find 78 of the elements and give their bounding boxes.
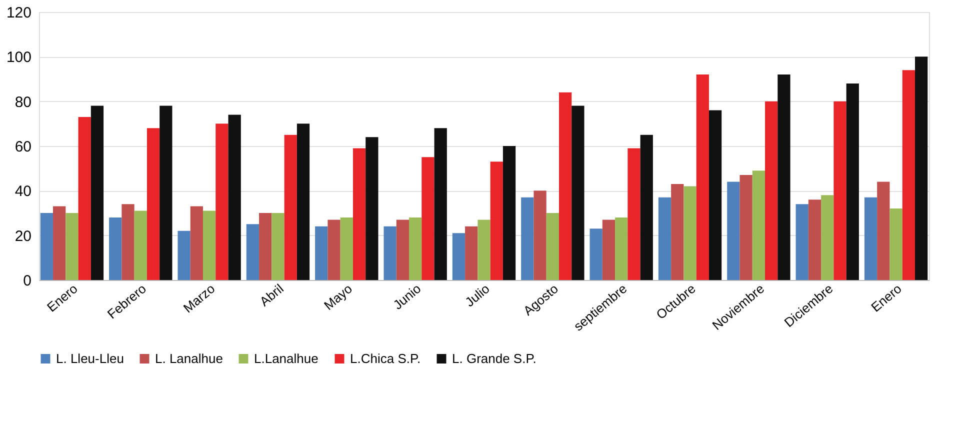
bar: [534, 190, 546, 280]
bar: [352, 148, 366, 280]
bar: [821, 195, 834, 280]
bar: [684, 186, 696, 280]
bar: [628, 148, 640, 280]
bar: [384, 226, 396, 280]
bar: [478, 220, 490, 280]
bar: [808, 200, 822, 280]
bar: [90, 106, 104, 280]
bar: [465, 226, 478, 280]
bar: [658, 197, 672, 280]
bar: [202, 210, 216, 280]
bar: [834, 101, 846, 280]
bar: [914, 56, 928, 280]
bar: [615, 217, 628, 280]
bar: [521, 197, 534, 280]
bar: [134, 210, 147, 280]
bar: [328, 220, 340, 280]
bar: [109, 217, 122, 280]
bar: [640, 134, 653, 280]
bar: [259, 213, 272, 280]
bar: [778, 74, 790, 280]
y-tick-label: 80: [14, 94, 32, 111]
bar: [765, 101, 778, 280]
bar: [78, 116, 91, 280]
legend-label: L. Lanalhue: [155, 350, 223, 366]
bar: [696, 74, 709, 280]
legend-label: L.Chica S.P.: [350, 350, 421, 366]
bar: [877, 182, 890, 280]
legend-label: L.Lanalhue: [254, 350, 318, 366]
bar: [434, 128, 447, 280]
y-tick-label: 40: [14, 183, 32, 200]
bar: [671, 184, 684, 280]
y-tick-label: 60: [14, 138, 32, 156]
bar: [572, 106, 584, 280]
bar: [546, 213, 559, 280]
bar: [160, 106, 172, 280]
bar: [296, 124, 310, 280]
y-tick-label: 100: [6, 49, 32, 66]
bar: [366, 137, 378, 280]
legend-label: L. Grande S.P.: [452, 350, 536, 366]
bar: [40, 213, 54, 280]
legend-label: L. Lleu-Lleu: [56, 350, 124, 366]
y-tick-label: 120: [6, 4, 32, 22]
bar: [796, 204, 808, 280]
bar: [190, 206, 203, 280]
bar: [890, 208, 902, 280]
bar: [727, 182, 740, 280]
bar: [602, 220, 616, 280]
bar: [502, 146, 516, 280]
bar: [246, 224, 260, 280]
bar: [284, 134, 297, 280]
bar: [66, 213, 78, 280]
bar: [146, 128, 160, 280]
bar: [409, 217, 422, 280]
bar: [708, 110, 722, 280]
bar: [422, 157, 434, 280]
y-tick-label: 0: [23, 272, 32, 290]
bar: [315, 226, 328, 280]
bar: [272, 213, 284, 280]
bar: [122, 204, 134, 280]
y-tick-label: 20: [14, 228, 32, 245]
bar: [228, 114, 241, 280]
bar: [490, 162, 503, 280]
bar: [396, 220, 410, 280]
x-tick-label: Julio: [462, 280, 492, 310]
bar: [752, 170, 766, 280]
bar: [558, 92, 572, 280]
bar: [178, 230, 190, 280]
bar: [590, 228, 602, 280]
bar: [740, 175, 752, 280]
bar: [53, 206, 66, 280]
bar: [864, 197, 878, 280]
bar: [216, 124, 228, 280]
bar: [846, 83, 859, 280]
bar: [452, 233, 466, 280]
bar: [340, 217, 353, 280]
bar: [902, 70, 915, 280]
